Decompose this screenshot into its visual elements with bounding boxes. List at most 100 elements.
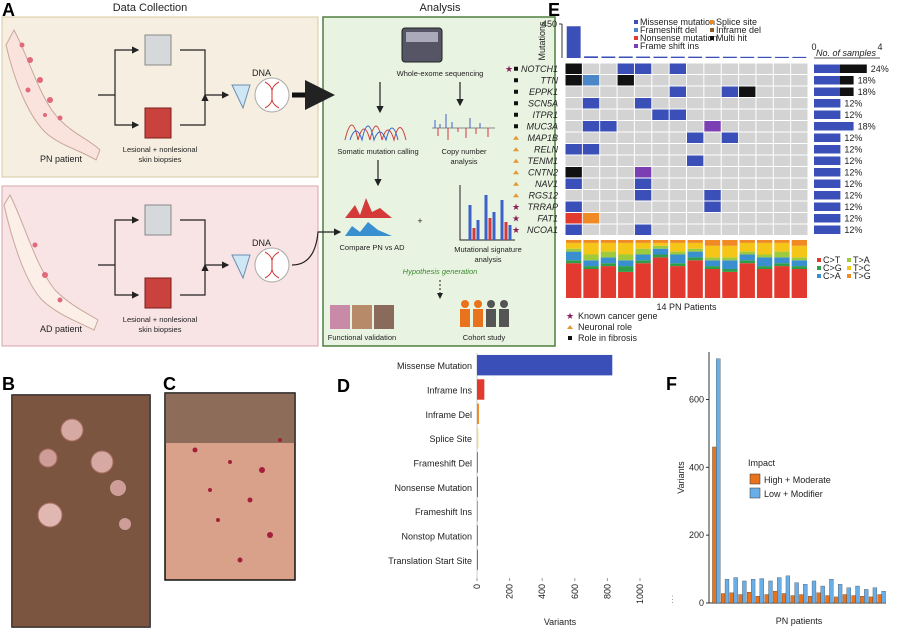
biopsy-normal	[144, 204, 172, 236]
onco-mutation	[634, 178, 652, 189]
legend-swatch	[749, 487, 761, 499]
onco-mutation	[739, 86, 756, 97]
onco-cell	[669, 213, 686, 224]
x-tick-label: 200	[505, 584, 515, 599]
onco-cell	[600, 63, 617, 74]
photo-b	[11, 394, 151, 628]
onco-cell	[756, 167, 773, 178]
onco-cell	[565, 109, 582, 120]
spectrum-segment	[687, 242, 703, 249]
spectrum-segment	[635, 242, 651, 249]
legend-swatch	[634, 28, 638, 32]
photo-c	[164, 392, 296, 581]
sample-bar	[814, 225, 840, 234]
spectrum-segment	[670, 251, 686, 255]
gene-label: MUC3A	[526, 121, 558, 131]
onco-cell	[773, 144, 791, 155]
onco-cell	[634, 86, 652, 97]
onco-mutation	[565, 75, 582, 86]
sample-bar	[814, 179, 840, 188]
spectrum-segment	[774, 240, 790, 243]
onco-cell	[600, 213, 617, 224]
legend-swatch	[710, 20, 714, 24]
onco-mutation	[721, 132, 739, 143]
spectrum-segment	[791, 266, 807, 269]
gene-label: RELN	[534, 144, 559, 154]
onco-cell	[652, 155, 669, 166]
onco-cell	[739, 121, 756, 132]
spectrum-segment	[687, 260, 703, 298]
onco-cell	[600, 167, 617, 178]
onco-cell	[721, 121, 739, 132]
arrow	[98, 46, 140, 96]
bar	[477, 379, 485, 400]
onco-mutation	[669, 86, 686, 97]
onco-cell	[634, 201, 652, 212]
onco-cell	[565, 98, 582, 109]
onco-mutation	[565, 201, 582, 212]
spectrum-segment	[739, 260, 755, 264]
sample-bar	[814, 64, 840, 73]
category-label: Nonsense Mutation	[394, 483, 472, 493]
spectrum-segment	[670, 266, 686, 298]
square-marker	[514, 78, 518, 83]
onco-cell	[739, 155, 756, 166]
onco-cell	[652, 178, 669, 189]
spectrum-segment	[756, 257, 773, 267]
onco-cell	[582, 201, 600, 212]
onco-cell	[600, 132, 617, 143]
ad-arm	[3, 193, 99, 331]
gene-label: TRRAP	[527, 202, 558, 212]
bar	[855, 585, 860, 604]
bar	[775, 56, 789, 58]
onco-cell	[669, 75, 686, 86]
bar	[799, 594, 804, 604]
sample-bar	[814, 110, 840, 119]
onco-cell	[704, 224, 721, 235]
spectrum-segment	[791, 240, 807, 246]
bar	[636, 56, 651, 58]
onco-cell	[687, 144, 704, 155]
sample-bar	[814, 76, 840, 85]
onco-cell	[756, 75, 773, 86]
sequencer-screen	[406, 32, 438, 42]
legend-label: Neuronal role	[578, 322, 632, 332]
onco-cell	[739, 75, 756, 86]
onco-cell	[617, 144, 634, 155]
onco-cell	[617, 201, 634, 212]
compare-label: Compare PN vs AD	[339, 243, 405, 252]
bar	[820, 585, 825, 604]
onco-cell	[600, 86, 617, 97]
onco-cell	[582, 132, 600, 143]
legend-title: Impact	[748, 458, 776, 468]
onco-mutation	[565, 144, 582, 155]
gene-label: TTN	[541, 75, 559, 85]
onco-cell	[704, 155, 721, 166]
gene-percent: 24%	[871, 64, 889, 74]
onco-cell	[669, 132, 686, 143]
spectrum-segment	[687, 240, 703, 243]
onco-cell	[687, 167, 704, 178]
gene-percent: 12%	[844, 179, 862, 189]
bar	[477, 403, 479, 425]
signature-bars	[468, 195, 512, 240]
onco-cell	[704, 213, 721, 224]
bar	[477, 427, 479, 449]
gene-label: NAV1	[535, 179, 558, 189]
onco-cell	[739, 190, 756, 201]
legend-label: Role in fibrosis	[578, 333, 638, 343]
spectrum-segment	[722, 245, 738, 258]
spectrum-segment	[670, 242, 686, 252]
ellipsis: ⋮	[668, 594, 677, 604]
onco-cell	[652, 75, 669, 86]
bar	[838, 584, 843, 604]
onco-cell	[600, 75, 617, 86]
star-marker: ★	[512, 225, 520, 235]
star-marker: ★	[566, 311, 574, 321]
onco-cell	[565, 155, 582, 166]
onco-cell	[634, 132, 652, 143]
sample-bar	[814, 191, 840, 200]
spectrum-segment	[704, 257, 721, 261]
gene-percent: 12%	[844, 213, 862, 223]
legend-label: C>G	[823, 263, 842, 273]
